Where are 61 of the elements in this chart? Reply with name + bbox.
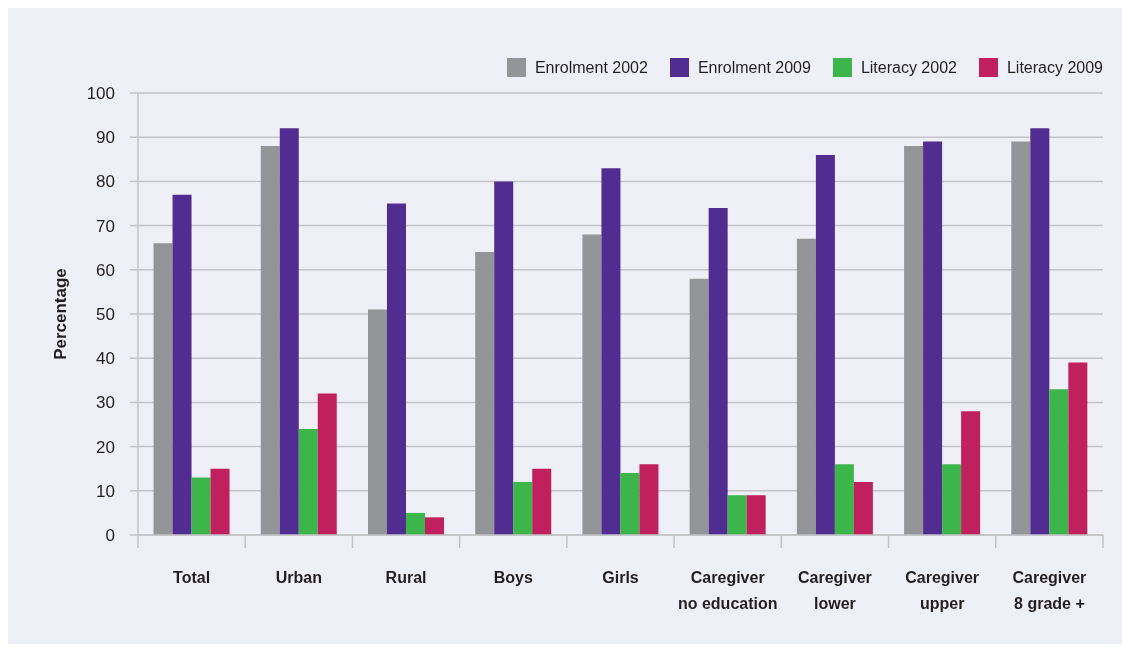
y-tick-label: 10: [96, 481, 115, 501]
bar: [1068, 362, 1088, 535]
y-tick-label: 30: [96, 393, 115, 413]
bar: [727, 495, 747, 535]
bar: [961, 411, 981, 535]
legend-label: Enrolment 2002: [534, 58, 648, 77]
bar: [746, 495, 766, 535]
bar: [853, 481, 873, 535]
x-tick-label: Total: [173, 569, 211, 586]
bar: [424, 517, 444, 535]
bar: [210, 468, 230, 535]
bar: [601, 168, 621, 535]
bar: [386, 203, 406, 535]
y-tick-label: 80: [96, 172, 115, 192]
y-tick-label: 90: [96, 128, 115, 148]
bar: [298, 428, 318, 535]
bar: [494, 181, 514, 535]
bar: [260, 146, 280, 535]
bar: [815, 154, 835, 535]
bar: [639, 464, 659, 535]
y-tick-label: 70: [96, 216, 115, 236]
x-tick-label: Caregiver lower: [798, 569, 872, 612]
bar: [172, 194, 192, 535]
x-tick-label: Rural: [385, 569, 427, 586]
x-tick-label: Boys: [493, 569, 533, 586]
bar: [367, 309, 387, 535]
bar: [708, 207, 728, 535]
bar: [532, 468, 552, 535]
bar: [1030, 128, 1050, 535]
x-tick-label: Urban: [275, 569, 322, 586]
y-axis-title: Percentage: [50, 268, 70, 360]
bar: [904, 146, 924, 535]
y-tick-label: 20: [96, 437, 115, 457]
bar: [1011, 141, 1031, 535]
bar: [513, 481, 533, 535]
bar: [689, 278, 709, 535]
y-tick-label: 100: [86, 84, 115, 104]
y-tick-label: 50: [96, 305, 115, 325]
bar: [582, 234, 602, 535]
legend-label: Literacy 2009: [1006, 58, 1103, 77]
bar: [279, 128, 299, 535]
bar: [1049, 389, 1069, 535]
bar: [475, 252, 495, 535]
bar: [796, 238, 816, 535]
legend-label: Enrolment 2009: [697, 58, 811, 77]
bar: [317, 393, 337, 535]
y-tick-label: 60: [96, 260, 115, 280]
bar: [405, 512, 425, 535]
bar: [153, 243, 173, 535]
bar: [942, 464, 962, 535]
legend-label: Literacy 2002: [860, 58, 957, 77]
x-tick-label: Caregiver 8 grade +: [1012, 569, 1087, 612]
x-tick-label: Caregiver no education: [677, 569, 778, 612]
x-tick-label: Caregiver upper: [905, 569, 980, 612]
bar: [923, 141, 943, 535]
x-tick-label: Girls: [602, 569, 639, 586]
bar: [191, 477, 211, 535]
y-tick-label: 0: [105, 526, 115, 546]
bar: [620, 473, 640, 535]
y-tick-label: 40: [96, 349, 115, 369]
bar: [834, 464, 854, 535]
